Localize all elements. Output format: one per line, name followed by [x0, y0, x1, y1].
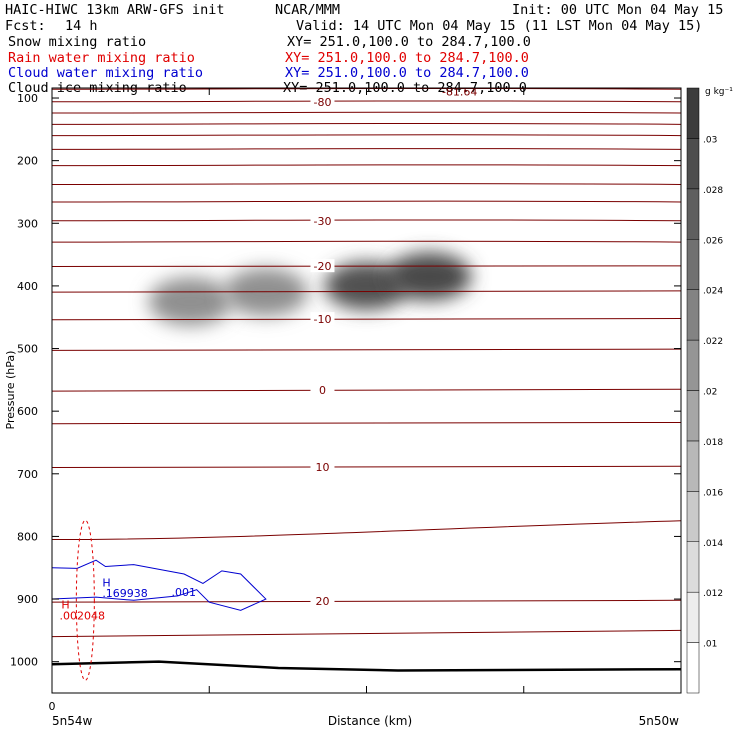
y-tick-label: 900 — [17, 593, 38, 606]
field-xy-cloudwater: XY= 251.0,100.0 to 284.7,100.0 — [285, 65, 529, 81]
colorbar-label: .024 — [703, 287, 723, 297]
colorbar-swatch — [686, 491, 700, 543]
contour-label-bg — [310, 94, 335, 108]
temperature-contour — [52, 122, 681, 125]
fcst-value: 14 h — [65, 18, 98, 34]
colorbar-label: .014 — [703, 539, 723, 549]
colorbar-swatch — [686, 642, 700, 694]
temperature-contour — [52, 465, 681, 469]
y-tick-label: 700 — [17, 468, 38, 481]
contour-label: 10 — [315, 461, 329, 474]
contour-label-bg — [310, 383, 335, 397]
colorbar-label: .026 — [703, 236, 723, 246]
y-tick-label: 500 — [17, 343, 38, 356]
contour-label-bg — [310, 312, 335, 326]
colorbar-swatch — [686, 339, 700, 391]
y-tick-label: 400 — [17, 280, 38, 293]
model-title: HAIC-HIWC 13km ARW-GFS init — [5, 2, 225, 18]
cloud-ice-blob — [387, 252, 472, 301]
field-annotation: -81.64 — [442, 86, 477, 99]
contour-label: 20 — [315, 595, 329, 608]
temperature-contour — [52, 183, 681, 185]
contour-label: -80 — [313, 96, 331, 109]
colorbar-label: .03 — [703, 135, 717, 145]
cloud-water-contour — [52, 559, 267, 611]
x-axis-title: Distance (km) — [328, 714, 412, 728]
field-annotation: .169938 — [102, 587, 148, 600]
fcst-label: Fcst: — [5, 18, 46, 34]
contour-label-bg — [310, 213, 335, 227]
init-time: Init: 00 UTC Mon 04 May 15 — [512, 2, 724, 18]
temperature-contour — [52, 200, 681, 203]
contour-label-bg — [310, 459, 335, 473]
field-xy-rain: XY= 251.0,100.0 to 284.7,100.0 — [285, 50, 529, 66]
field-annotation: .002048 — [60, 610, 106, 623]
field-annotation: L — [442, 74, 449, 87]
y-axis-title: Pressure (hPa) — [4, 351, 17, 430]
temperature-contour — [52, 164, 681, 167]
colorbar-swatch — [686, 87, 700, 139]
y-tick-label: 600 — [17, 405, 38, 418]
colorbar-unit: g kg⁻¹ — [705, 87, 733, 97]
field-name-cloudwater: Cloud water mixing ratio — [8, 65, 204, 81]
colorbar-swatch — [686, 138, 700, 190]
temperature-contour — [52, 147, 681, 150]
colorbar-swatch — [686, 239, 700, 290]
temperature-contour — [52, 421, 681, 425]
x-origin-label: 0 — [49, 700, 56, 713]
temperature-contour — [52, 134, 681, 137]
field-annotation: H — [61, 598, 69, 611]
field-annotation: H — [102, 577, 110, 590]
colorbar-label: .01 — [703, 640, 717, 650]
temperature-contour — [52, 111, 681, 114]
colorbar-swatch — [686, 188, 700, 240]
terrain-line — [52, 660, 681, 672]
cloud-ice-blob — [148, 277, 233, 326]
y-tick-label: 1000 — [10, 656, 38, 669]
temperature-contour — [52, 629, 681, 638]
field-name-snow: Snow mixing ratio — [8, 34, 147, 50]
field-xy-snow: XY= 251.0,100.0 to 284.7,100.0 — [287, 34, 531, 50]
temperature-contour — [52, 219, 681, 222]
colorbar-swatch — [686, 289, 700, 341]
temperature-contour — [52, 100, 681, 103]
colorbar-label: .022 — [703, 337, 723, 347]
colorbar-label: .028 — [703, 186, 723, 196]
field-annotation: .001 — [172, 586, 197, 599]
y-tick-label: 200 — [17, 155, 38, 168]
temperature-contour — [52, 520, 681, 541]
colorbar-label: .012 — [703, 589, 723, 599]
center-label: NCAR/MMM — [275, 2, 341, 18]
cloud-ice-blob — [324, 261, 409, 310]
colorbar-swatch — [686, 541, 700, 593]
contour-label: 0 — [319, 384, 326, 397]
temperature-contour — [52, 240, 681, 243]
contour-label-bg — [310, 594, 335, 608]
field-name-rain: Rain water mixing ratio — [8, 50, 195, 66]
x-right-label: 5n50w — [639, 714, 680, 728]
colorbar-swatch — [686, 390, 700, 442]
temperature-contour — [52, 348, 681, 351]
contour-label: -10 — [313, 313, 331, 326]
colorbar-swatch — [686, 440, 700, 492]
colorbar-label: .02 — [703, 388, 717, 398]
y-tick-label: 800 — [17, 530, 38, 543]
colorbar-swatch — [686, 591, 700, 643]
contour-label: -20 — [313, 260, 331, 273]
valid-time: Valid: 14 UTC Mon 04 May 15 (11 LST Mon … — [296, 18, 703, 34]
contour-label-bg — [310, 259, 335, 273]
colorbar-label: .018 — [703, 438, 723, 448]
temperature-contour — [52, 599, 681, 603]
temperature-contour — [52, 317, 681, 321]
temperature-contour — [52, 388, 681, 392]
temperature-contour — [52, 88, 681, 90]
x-left-label: 5n54w — [52, 714, 93, 728]
y-tick-label: 100 — [17, 92, 38, 105]
colorbar-label: .016 — [703, 488, 723, 498]
contour-label: -30 — [313, 215, 331, 228]
rain-water-contour — [75, 519, 95, 681]
y-tick-label: 300 — [17, 217, 38, 230]
